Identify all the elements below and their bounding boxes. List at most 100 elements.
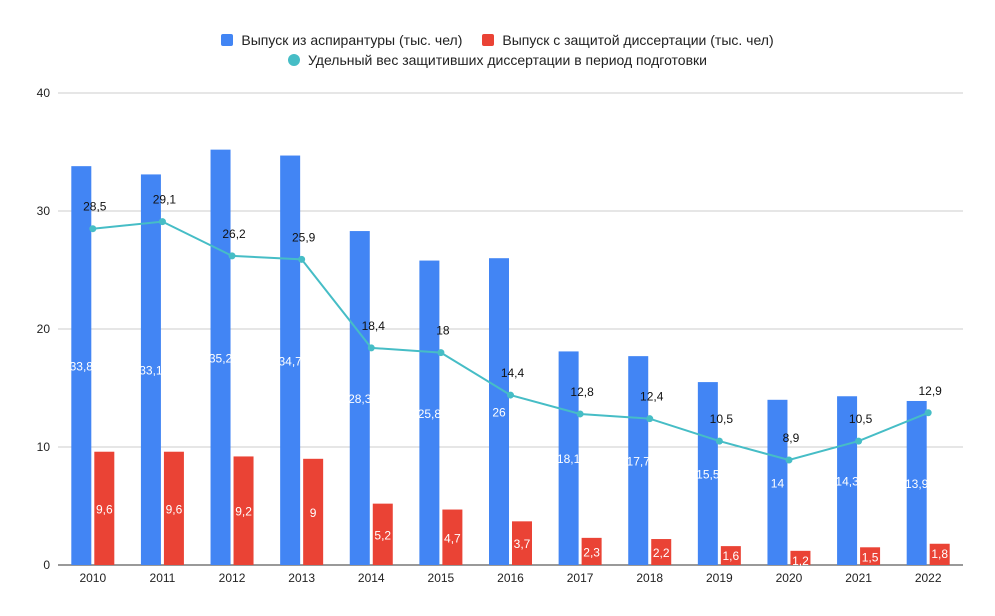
data-label-defended: 1,2 (792, 554, 809, 568)
data-label-share: 12,9 (919, 384, 943, 398)
data-label-graduates: 17,7 (627, 455, 651, 469)
x-tick-label: 2015 (428, 571, 455, 585)
bar-graduates (558, 351, 579, 565)
data-label-share: 12,8 (570, 385, 594, 399)
bar-defended (233, 456, 254, 565)
bar-defended (929, 543, 950, 565)
data-label-share: 26,2 (222, 227, 246, 241)
data-label-defended: 1,6 (723, 549, 740, 563)
data-label-share: 8,9 (783, 431, 800, 445)
bar-graduates (628, 356, 649, 565)
point-share (507, 391, 514, 399)
data-label-graduates: 13,9 (905, 477, 929, 491)
data-label-graduates: 26 (492, 406, 506, 420)
point-share (367, 344, 375, 352)
data-label-graduates: 15,5 (696, 468, 720, 482)
data-label-graduates: 18,1 (557, 452, 581, 466)
x-tick-label: 2020 (776, 571, 803, 585)
legend-item-graduates[interactable]: Выпуск из аспирантуры (тыс. чел) (221, 32, 462, 48)
data-label-defended: 2,3 (583, 545, 600, 559)
bar-graduates (767, 399, 788, 565)
y-tick-label: 0 (43, 558, 50, 572)
legend-swatch-share (288, 54, 300, 66)
legend-item-share[interactable]: Удельный вес защитивших диссертации в пе… (288, 52, 707, 68)
legend-item-defended[interactable]: Выпуск с защитой диссертации (тыс. чел) (482, 32, 774, 48)
bar-graduates (489, 258, 509, 565)
data-label-share: 18,4 (362, 319, 386, 333)
x-tick-label: 2018 (636, 571, 663, 585)
data-label-defended: 1,8 (931, 547, 948, 561)
data-label-graduates: 25,8 (418, 407, 442, 421)
bar-defended (163, 451, 184, 565)
point-share (576, 410, 584, 418)
data-label-defended: 3,7 (514, 537, 531, 551)
x-tick-label: 2010 (79, 571, 106, 585)
legend-row-2: Удельный вес защитивших диссертации в пе… (0, 50, 995, 70)
data-label-share: 28,5 (83, 200, 107, 214)
data-label-defended: 9,2 (235, 505, 252, 519)
x-tick-label: 2017 (567, 571, 594, 585)
point-share (158, 218, 166, 226)
point-share (715, 437, 723, 445)
legend-swatch-defended (482, 34, 495, 46)
data-label-share: 25,9 (292, 230, 316, 244)
bar-defended (372, 503, 393, 565)
data-label-defended: 5,2 (374, 528, 391, 542)
legend-label-share: Удельный вес защитивших диссертации в пе… (308, 52, 707, 68)
data-label-graduates: 33,8 (70, 360, 94, 374)
bar-defended (720, 546, 741, 565)
bar-defended (442, 509, 463, 565)
x-tick-label: 2016 (497, 571, 524, 585)
x-tick-label: 2022 (915, 571, 942, 585)
data-label-defended: 4,7 (444, 531, 461, 545)
data-label-defended: 1,5 (862, 550, 879, 564)
bar-defended (303, 458, 324, 565)
y-tick-label: 20 (37, 322, 51, 336)
bar-defended (790, 550, 811, 565)
data-label-share: 14,4 (501, 366, 525, 380)
bar-defended (651, 539, 672, 565)
data-label-defended: 9,6 (166, 502, 183, 516)
point-share (89, 225, 97, 233)
data-label-share: 10,5 (849, 412, 873, 426)
point-share (298, 255, 306, 263)
data-label-graduates: 14,3 (835, 475, 859, 489)
data-label-share: 18 (436, 324, 450, 338)
legend-row-1: Выпуск из аспирантуры (тыс. чел) Выпуск … (0, 30, 995, 50)
bar-defended (512, 521, 532, 565)
point-share (646, 415, 654, 423)
x-tick-label: 2013 (288, 571, 315, 585)
point-share (924, 409, 932, 417)
legend-label-defended: Выпуск с защитой диссертации (тыс. чел) (502, 32, 774, 48)
point-share (855, 437, 863, 445)
bar-graduates (837, 396, 858, 565)
data-label-graduates: 14 (771, 476, 785, 490)
x-tick-label: 2019 (706, 571, 733, 585)
x-tick-label: 2021 (845, 571, 872, 585)
point-share (785, 456, 793, 464)
bar-defended (94, 451, 115, 565)
bar-defended (860, 547, 881, 565)
bar-graduates (349, 231, 370, 565)
legend-label-graduates: Выпуск из аспирантуры (тыс. чел) (241, 32, 463, 48)
data-label-share: 10,5 (710, 412, 734, 426)
data-label-graduates: 28,3 (348, 392, 372, 406)
data-label-graduates: 34,7 (278, 354, 302, 368)
legend-swatch-graduates (221, 34, 234, 46)
bar-graduates (71, 166, 92, 565)
x-tick-label: 2011 (150, 571, 176, 585)
data-label-defended: 9,6 (96, 502, 113, 516)
x-tick-label: 2014 (358, 571, 385, 585)
x-tick-label: 2012 (219, 571, 246, 585)
bar-graduates (140, 174, 161, 566)
data-label-graduates: 33,1 (139, 364, 163, 378)
bar-graduates (697, 382, 718, 565)
y-tick-label: 30 (37, 204, 51, 218)
bar-graduates (906, 400, 927, 565)
data-label-graduates: 35,2 (209, 351, 233, 365)
y-tick-label: 40 (37, 86, 51, 100)
data-label-share: 12,4 (640, 390, 664, 404)
bar-defended (581, 537, 602, 565)
